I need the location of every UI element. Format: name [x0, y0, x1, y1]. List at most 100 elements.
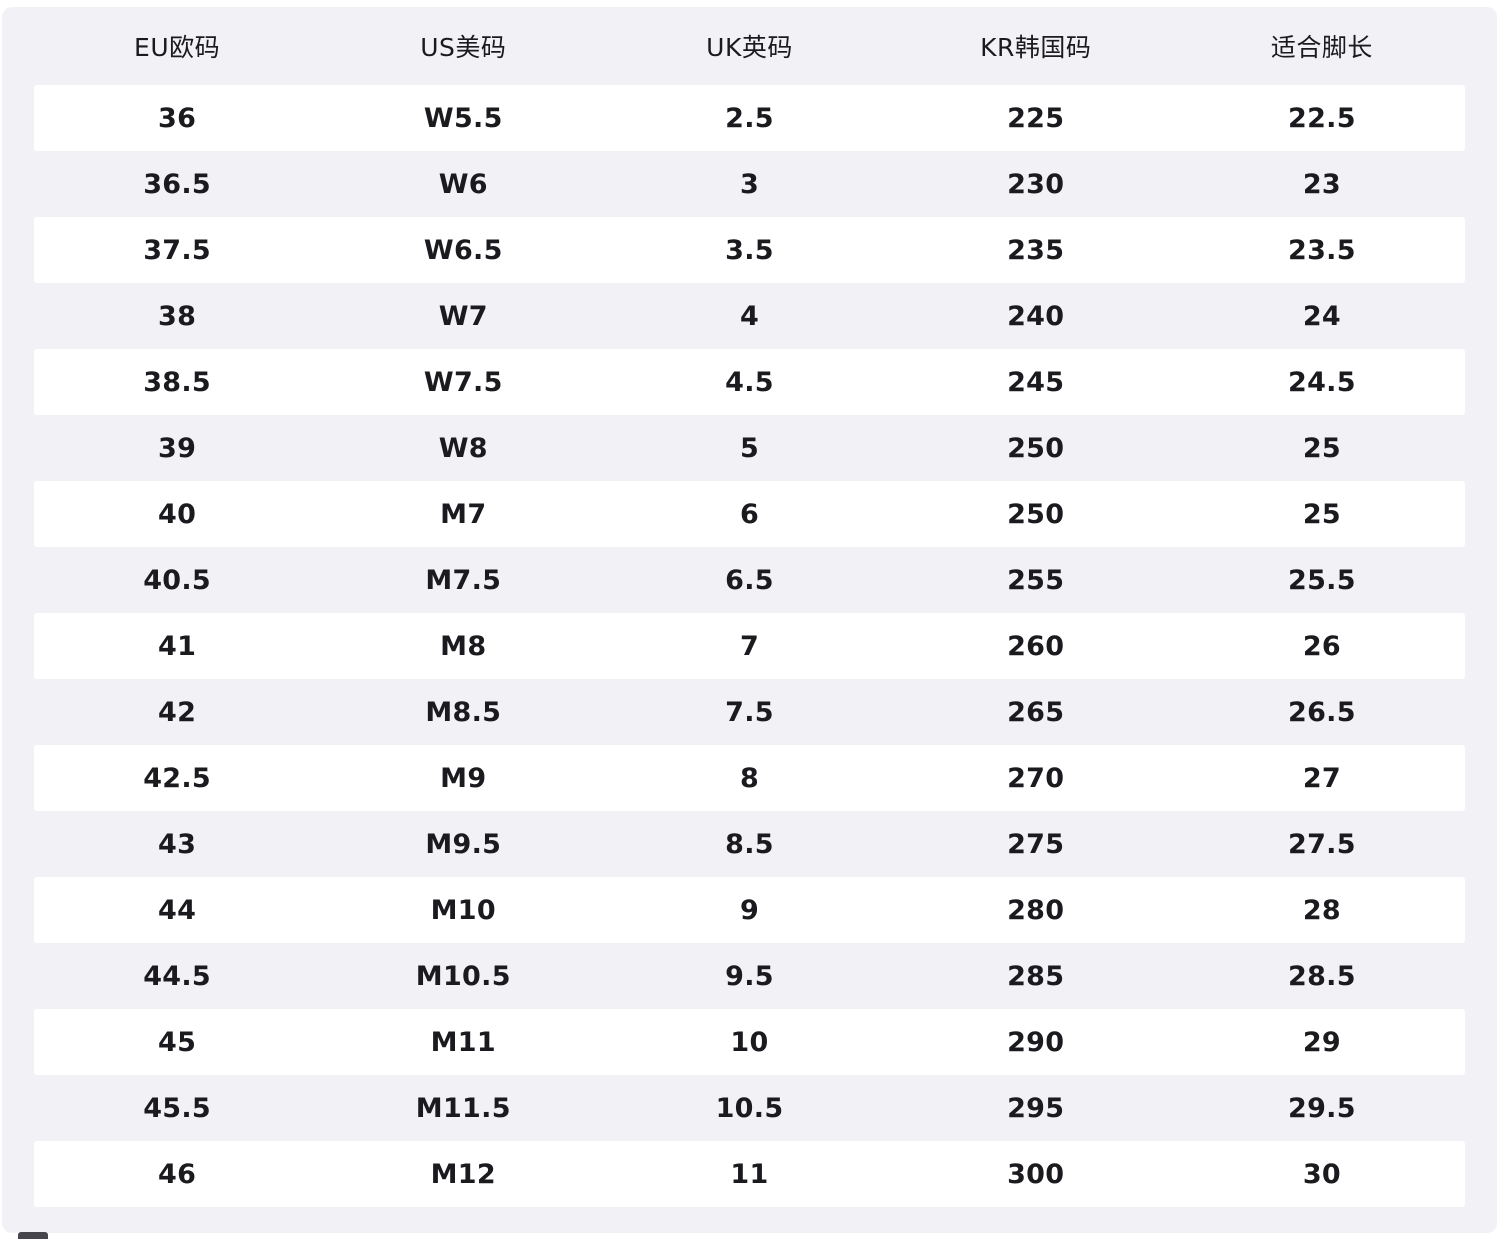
table-row: 46 M12 11 300 30 [34, 1141, 1465, 1207]
table-cell-us: W8 [438, 432, 488, 464]
header-cell-eu: EU欧码 [134, 33, 221, 62]
table-row: 44 M10 9 280 28 [34, 877, 1465, 943]
table-row: 40 M7 6 250 25 [34, 481, 1465, 547]
table-cell-foot-length: 28 [1302, 894, 1341, 926]
table-cell-us: M10.5 [415, 960, 511, 992]
table-cell-eu: 46 [158, 1158, 197, 1190]
table-cell-kr: 250 [1007, 498, 1065, 530]
table-cell-uk: 8 [739, 762, 760, 794]
table-body: 36 W5.5 2.5 225 22.5 36.5 W6 3 230 23 37.5 W6.5 3.5 2… [2, 85, 1497, 1207]
table-cell-eu: 42 [158, 696, 197, 728]
table-cell-uk: 6.5 [725, 564, 774, 596]
table-cell-kr: 250 [1007, 432, 1065, 464]
table-row: 37.5 W6.5 3.5 235 23.5 [34, 217, 1465, 283]
table-cell-us: W6.5 [423, 234, 503, 266]
table-cell-us: M8.5 [425, 696, 502, 728]
table-row: 39 W8 5 250 25 [34, 415, 1465, 481]
table-cell-foot-length: 25 [1302, 432, 1341, 464]
table-cell-foot-length: 23 [1302, 168, 1341, 200]
table-row: 42.5 M9 8 270 27 [34, 745, 1465, 811]
table-cell-us: M9.5 [425, 828, 502, 860]
table-cell-foot-length: 30 [1302, 1158, 1341, 1190]
table-cell-kr: 240 [1007, 300, 1065, 332]
table-cell-kr: 295 [1007, 1092, 1065, 1124]
table-cell-eu: 38.5 [143, 366, 212, 398]
table-cell-us: M9 [440, 762, 487, 794]
table-cell-uk: 5 [739, 432, 760, 464]
table-header-row: EU欧码 US美码 UK英码 KR韩国码 适合脚长 [34, 7, 1465, 85]
table-cell-us: M11.5 [415, 1092, 511, 1124]
table-cell-eu: 44.5 [143, 960, 212, 992]
table-cell-kr: 275 [1007, 828, 1065, 860]
table-cell-eu: 43 [158, 828, 197, 860]
table-row: 40.5 M7.5 6.5 255 25.5 [34, 547, 1465, 613]
table-cell-foot-length: 22.5 [1288, 102, 1356, 134]
table-row: 45.5 M11.5 10.5 295 29.5 [34, 1075, 1465, 1141]
table-cell-eu: 38 [158, 300, 197, 332]
table-cell-eu: 45 [158, 1026, 197, 1058]
table-cell-eu: 42.5 [143, 762, 212, 794]
table-cell-kr: 280 [1007, 894, 1065, 926]
table-cell-eu: 40.5 [143, 564, 212, 596]
table-cell-us: W7.5 [423, 366, 503, 398]
table-cell-foot-length: 29.5 [1288, 1092, 1356, 1124]
table-cell-uk: 9.5 [725, 960, 774, 992]
table-cell-uk: 7 [739, 630, 760, 662]
table-cell-kr: 270 [1007, 762, 1065, 794]
header-cell-us: US美码 [420, 33, 507, 62]
table-cell-uk: 6 [739, 498, 760, 530]
table-cell-us: M7.5 [425, 564, 502, 596]
table-cell-eu: 40 [158, 498, 197, 530]
table-cell-eu: 37.5 [143, 234, 212, 266]
table-cell-kr: 290 [1007, 1026, 1065, 1058]
table-row: 41 M8 7 260 26 [34, 613, 1465, 679]
table-cell-foot-length: 28.5 [1288, 960, 1356, 992]
table-row: 38.5 W7.5 4.5 245 24.5 [34, 349, 1465, 415]
table-cell-eu: 45.5 [143, 1092, 212, 1124]
bottom-edge-artifact [18, 1232, 48, 1239]
table-cell-uk: 10 [730, 1026, 769, 1058]
table-cell-us: M7 [440, 498, 487, 530]
table-cell-kr: 230 [1007, 168, 1065, 200]
table-cell-uk: 3 [739, 168, 760, 200]
table-cell-eu: 36.5 [143, 168, 212, 200]
table-cell-uk: 4.5 [725, 366, 774, 398]
table-cell-foot-length: 23.5 [1288, 234, 1356, 266]
table-cell-foot-length: 26.5 [1288, 696, 1356, 728]
header-cell-foot-length: 适合脚长 [1270, 33, 1373, 62]
table-cell-foot-length: 26 [1302, 630, 1341, 662]
table-cell-kr: 255 [1007, 564, 1065, 596]
table-row: 45 M11 10 290 29 [34, 1009, 1465, 1075]
table-cell-us: M11 [430, 1026, 496, 1058]
table-cell-us: W5.5 [423, 102, 503, 134]
table-cell-foot-length: 24 [1302, 300, 1341, 332]
table-cell-uk: 9 [739, 894, 760, 926]
table-cell-uk: 11 [730, 1158, 769, 1190]
table-cell-uk: 10.5 [715, 1092, 784, 1124]
table-cell-us: W6 [438, 168, 488, 200]
table-cell-kr: 300 [1007, 1158, 1065, 1190]
table-row: 42 M8.5 7.5 265 26.5 [34, 679, 1465, 745]
table-cell-us: M8 [440, 630, 487, 662]
table-cell-foot-length: 25 [1302, 498, 1341, 530]
table-cell-eu: 36 [158, 102, 197, 134]
table-cell-uk: 4 [739, 300, 760, 332]
table-cell-uk: 3.5 [725, 234, 774, 266]
table-cell-kr: 235 [1007, 234, 1065, 266]
table-cell-kr: 260 [1007, 630, 1065, 662]
table-cell-foot-length: 27 [1302, 762, 1341, 794]
table-cell-uk: 7.5 [725, 696, 774, 728]
size-chart-panel: EU欧码 US美码 UK英码 KR韩国码 适合脚长 36 W5.5 2.5 225 22.5 36… [2, 7, 1497, 1233]
table-cell-kr: 225 [1007, 102, 1065, 134]
table-cell-kr: 245 [1007, 366, 1065, 398]
table-cell-foot-length: 29 [1302, 1026, 1341, 1058]
table-row: 44.5 M10.5 9.5 285 28.5 [34, 943, 1465, 1009]
table-cell-eu: 44 [158, 894, 197, 926]
table-cell-foot-length: 25.5 [1288, 564, 1356, 596]
table-row: 36.5 W6 3 230 23 [34, 151, 1465, 217]
table-cell-us: M10 [430, 894, 496, 926]
table-cell-kr: 265 [1007, 696, 1065, 728]
table-row: 36 W5.5 2.5 225 22.5 [34, 85, 1465, 151]
table-row: 43 M9.5 8.5 275 27.5 [34, 811, 1465, 877]
table-cell-kr: 285 [1007, 960, 1065, 992]
